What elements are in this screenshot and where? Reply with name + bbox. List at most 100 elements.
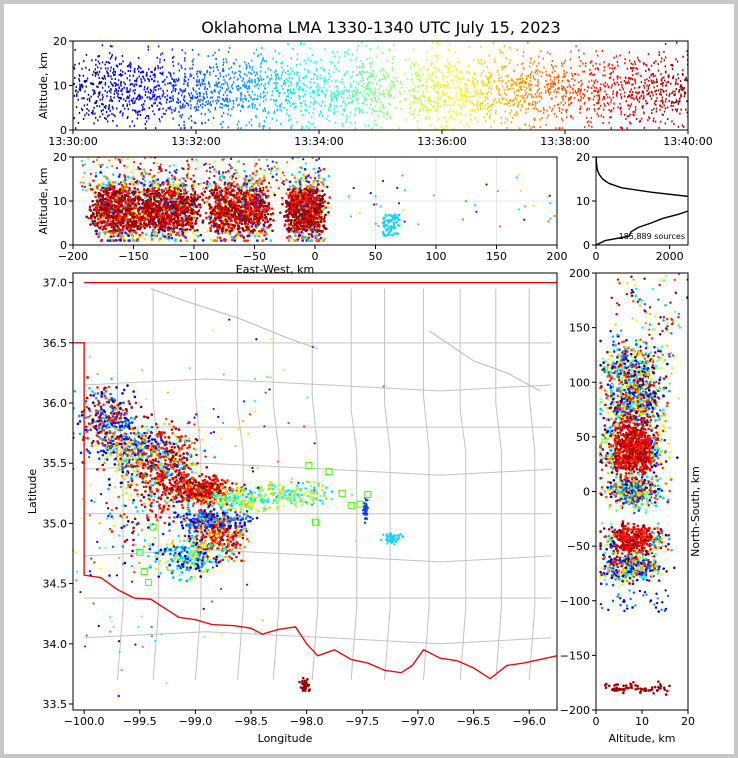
time-altitude-point bbox=[313, 61, 315, 64]
time-altitude-point bbox=[435, 86, 437, 89]
time-altitude-point bbox=[426, 85, 428, 88]
time-altitude-point bbox=[75, 85, 77, 88]
time-altitude-point bbox=[184, 104, 186, 107]
east-west-point bbox=[222, 219, 226, 223]
east-west-point bbox=[250, 177, 254, 180]
time-altitude-point bbox=[684, 79, 686, 82]
time-altitude-point bbox=[374, 90, 377, 93]
time-altitude-point bbox=[357, 82, 360, 85]
time-altitude-point bbox=[446, 80, 449, 83]
time-altitude-point bbox=[237, 127, 239, 130]
time-altitude-point bbox=[195, 90, 197, 93]
time-altitude-point bbox=[382, 73, 385, 76]
time-altitude-point bbox=[419, 107, 422, 110]
time-altitude-point bbox=[379, 70, 381, 73]
time-altitude-point bbox=[273, 112, 275, 115]
time-altitude-point bbox=[292, 103, 294, 106]
time-altitude-point bbox=[480, 88, 482, 91]
time-altitude-point bbox=[486, 96, 488, 99]
time-altitude-point bbox=[616, 77, 619, 80]
time-altitude-point bbox=[146, 71, 148, 74]
time-altitude-point bbox=[230, 66, 232, 69]
time-altitude-point bbox=[203, 92, 205, 95]
time-altitude-point bbox=[235, 58, 237, 61]
time-altitude-point bbox=[464, 105, 466, 108]
time-altitude-point bbox=[610, 101, 612, 104]
time-altitude-point bbox=[543, 85, 546, 88]
east-west-point bbox=[245, 189, 249, 192]
time-altitude-point bbox=[398, 127, 400, 130]
time-altitude-point bbox=[260, 83, 263, 86]
time-altitude-point bbox=[189, 94, 191, 97]
time-altitude-point bbox=[434, 127, 437, 130]
time-altitude-point bbox=[493, 58, 496, 61]
time-altitude-point bbox=[256, 73, 258, 76]
time-altitude-point bbox=[594, 79, 597, 82]
time-altitude-point bbox=[296, 53, 299, 56]
time-altitude-point bbox=[546, 109, 548, 112]
time-altitude-point bbox=[516, 84, 518, 87]
time-altitude-point bbox=[95, 58, 97, 61]
time-altitude-point bbox=[317, 88, 320, 91]
time-altitude-point bbox=[448, 108, 451, 111]
time-altitude-point bbox=[217, 91, 220, 94]
time-altitude-point bbox=[570, 95, 573, 98]
time-altitude-point bbox=[606, 83, 609, 86]
time-altitude-point bbox=[74, 76, 76, 79]
time-altitude-point bbox=[260, 62, 262, 65]
east-west-panel: −200 −150 −100 −50 0 50 100 150 20001020East-Wes… bbox=[37, 151, 568, 276]
time-altitude-point bbox=[448, 116, 451, 119]
time-altitude-point bbox=[492, 99, 495, 102]
time-altitude-point bbox=[449, 87, 451, 90]
time-altitude-point bbox=[227, 87, 230, 90]
time-altitude-point bbox=[561, 127, 564, 130]
time-altitude-point bbox=[545, 70, 547, 73]
time-altitude-point bbox=[304, 75, 306, 78]
time-altitude-point bbox=[255, 84, 257, 87]
time-altitude-point bbox=[195, 109, 197, 112]
time-altitude-point bbox=[632, 96, 634, 99]
time-altitude-point bbox=[170, 97, 172, 100]
time-altitude-point bbox=[493, 81, 495, 84]
time-altitude-point bbox=[528, 88, 531, 91]
time-altitude-point bbox=[642, 92, 644, 95]
time-altitude-point bbox=[415, 62, 417, 65]
time-altitude-point bbox=[551, 65, 554, 68]
time-altitude-point bbox=[113, 74, 115, 77]
time-altitude-point bbox=[638, 120, 641, 123]
time-altitude-point bbox=[362, 111, 364, 114]
time-altitude-point bbox=[518, 90, 520, 93]
time-altitude-point bbox=[620, 113, 622, 116]
time-altitude-point bbox=[343, 90, 346, 93]
time-altitude-point bbox=[511, 117, 514, 120]
time-altitude-point bbox=[480, 82, 483, 85]
time-altitude-point bbox=[293, 101, 295, 104]
time-altitude-point bbox=[400, 83, 403, 86]
time-altitude-point bbox=[598, 96, 601, 99]
time-altitude-point bbox=[512, 104, 514, 107]
time-altitude-point bbox=[596, 112, 598, 115]
time-altitude-point bbox=[320, 104, 323, 107]
time-altitude-point bbox=[568, 104, 571, 107]
time-altitude-point bbox=[435, 96, 437, 99]
time-altitude-point bbox=[499, 93, 501, 96]
time-altitude-point bbox=[341, 80, 343, 83]
time-altitude-point bbox=[126, 103, 129, 106]
time-altitude-point bbox=[446, 84, 448, 87]
time-altitude-point bbox=[450, 97, 453, 100]
time-altitude-point bbox=[297, 94, 300, 97]
time-altitude-point bbox=[433, 66, 436, 69]
time-altitude-point bbox=[558, 107, 560, 110]
time-altitude-point bbox=[499, 51, 502, 54]
time-altitude-point bbox=[681, 86, 684, 89]
time-altitude-point bbox=[247, 105, 249, 108]
time-altitude-point bbox=[534, 104, 537, 107]
time-altitude-point bbox=[298, 88, 300, 91]
time-altitude-point bbox=[101, 98, 104, 101]
time-altitude-point bbox=[660, 100, 662, 103]
time-altitude-point bbox=[133, 97, 135, 100]
time-altitude-point bbox=[529, 102, 531, 105]
time-altitude-point bbox=[297, 87, 299, 90]
time-altitude-point bbox=[454, 112, 456, 115]
time-altitude-point bbox=[377, 46, 379, 49]
